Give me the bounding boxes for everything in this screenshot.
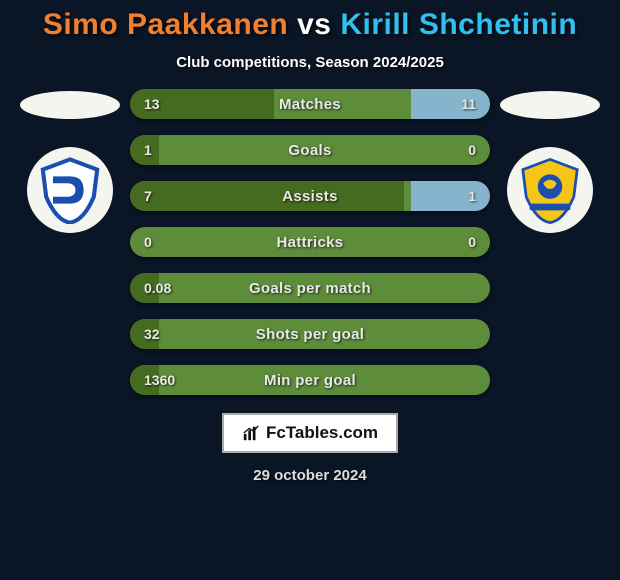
rostov-crest-icon	[516, 156, 584, 224]
stat-label: Hattricks	[130, 227, 490, 257]
main-panel: 13Matches111Goals07Assists10Hattricks00.…	[0, 89, 620, 395]
player2-headshot-ellipse	[500, 91, 600, 119]
stat-bars: 13Matches111Goals07Assists10Hattricks00.…	[130, 89, 490, 395]
page-title: Simo Paakkanen vs Kirill Shchetinin	[43, 8, 577, 42]
player1-club-crest	[27, 147, 113, 233]
left-side	[10, 89, 130, 233]
stat-row: 32Shots per goal	[130, 319, 490, 349]
player1-name: Simo Paakkanen	[43, 8, 288, 41]
stat-row: 0.08Goals per match	[130, 273, 490, 303]
stat-label: Goals	[130, 135, 490, 165]
dynamo-crest-icon	[36, 156, 104, 224]
stat-row: 0Hattricks0	[130, 227, 490, 257]
stat-row: 1360Min per goal	[130, 365, 490, 395]
stat-label: Min per goal	[130, 365, 490, 395]
subtitle: Club competitions, Season 2024/2025	[176, 54, 444, 71]
chart-icon	[242, 424, 260, 442]
stat-value-right: 0	[468, 227, 476, 257]
stat-label: Goals per match	[130, 273, 490, 303]
player2-name: Kirill Shchetinin	[340, 8, 577, 41]
stat-label: Matches	[130, 89, 490, 119]
footer-date: 29 october 2024	[253, 467, 366, 484]
stat-label: Shots per goal	[130, 319, 490, 349]
player2-club-crest	[507, 147, 593, 233]
brand-text: FcTables.com	[266, 423, 378, 443]
stat-value-right: 0	[468, 135, 476, 165]
brand-badge: FcTables.com	[222, 413, 398, 453]
stat-value-right: 11	[461, 89, 476, 119]
stat-label: Assists	[130, 181, 490, 211]
stat-value-right: 1	[468, 181, 476, 211]
stat-row: 7Assists1	[130, 181, 490, 211]
stat-row: 13Matches11	[130, 89, 490, 119]
player1-headshot-ellipse	[20, 91, 120, 119]
vs-word: vs	[297, 8, 331, 41]
right-side	[490, 89, 610, 233]
stat-row: 1Goals0	[130, 135, 490, 165]
